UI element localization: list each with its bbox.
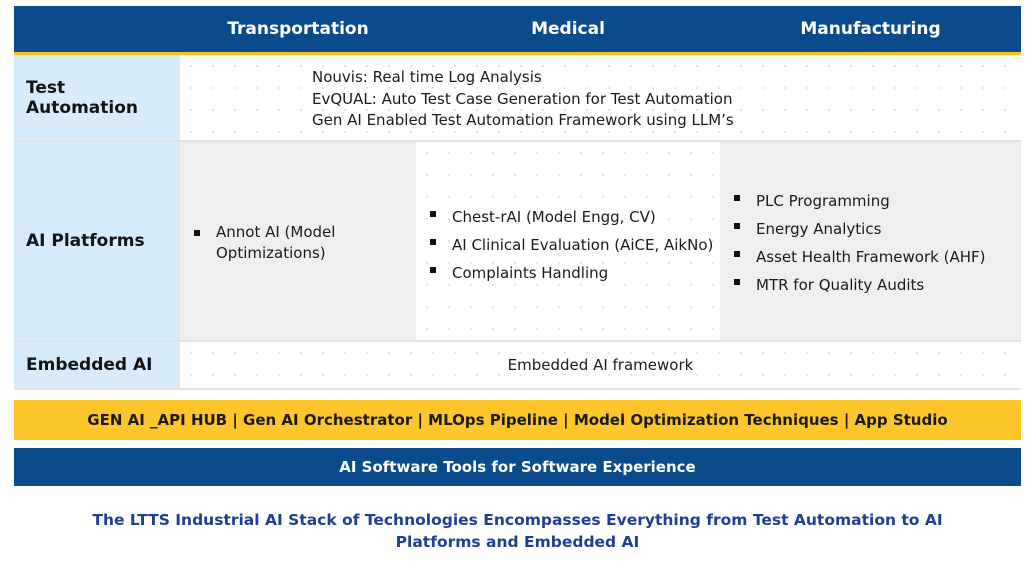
figure-caption: The LTTS Industrial AI Stack of Technolo…	[60, 509, 975, 553]
test-automation-item: Nouvis: Real time Log Analysis	[312, 68, 542, 86]
platform-item: AI Clinical Evaluation (AiCE, AikNo)	[428, 231, 713, 259]
embedded-ai-cell: Embedded AI framework	[180, 342, 1021, 388]
embedded-ai-text: Embedded AI framework	[507, 356, 694, 374]
medical-platform-list: Chest-rAI (Model Engg, CV) AI Clinical E…	[428, 203, 713, 287]
test-automation-item: EvQUAL: Auto Test Case Generation for Te…	[312, 89, 733, 108]
column-header-medical: Medical	[531, 19, 605, 39]
caption-line: The LTTS Industrial AI Stack of Technolo…	[92, 511, 943, 529]
row-divider	[14, 340, 1021, 342]
platform-item: Complaints Handling	[428, 259, 713, 287]
row-label-embedded-ai: Embedded AI	[14, 342, 180, 388]
row-divider	[14, 140, 1021, 142]
platform-item: Annot AI (Model Optimizations)	[192, 222, 392, 264]
ai-platforms-transportation-cell: Annot AI (Model Optimizations)	[180, 142, 416, 340]
test-automation-item: Gen AI Enabled Test Automation Framework…	[312, 111, 734, 129]
platform-item: MTR for Quality Audits	[732, 271, 985, 299]
row-label-ai-platforms: AI Platforms	[14, 142, 180, 340]
platform-item: PLC Programming	[732, 187, 985, 215]
ai-platforms-manufacturing-cell: PLC Programming Energy Analytics Asset H…	[720, 142, 1021, 340]
platform-item: Energy Analytics	[732, 215, 985, 243]
row-divider	[14, 388, 1021, 390]
test-automation-cell: Nouvis: Real time Log Analysis EvQUAL: A…	[180, 55, 1021, 140]
software-tools-bar: AI Software Tools for Software Experienc…	[14, 448, 1021, 486]
platform-item: Chest-rAI (Model Engg, CV)	[428, 203, 713, 231]
column-header-manufacturing: Manufacturing	[800, 19, 941, 39]
caption-line: Platforms and Embedded AI	[395, 533, 640, 551]
gen-ai-tools-bar: GEN AI _API HUB | Gen AI Orchestrator | …	[14, 400, 1021, 440]
test-automation-list: Nouvis: Real time Log Analysis EvQUAL: A…	[312, 67, 734, 132]
column-header-bar: Transportation Medical Manufacturing	[14, 6, 1021, 52]
manufacturing-platform-list: PLC Programming Energy Analytics Asset H…	[732, 187, 985, 299]
ai-platforms-medical-cell: Chest-rAI (Model Engg, CV) AI Clinical E…	[416, 142, 720, 340]
platform-item: Asset Health Framework (AHF)	[732, 243, 985, 271]
header-accent-line	[14, 52, 1021, 55]
column-header-transportation: Transportation	[227, 19, 369, 39]
row-label-test-automation: Test Automation	[14, 55, 180, 140]
transportation-platform-list: Annot AI (Model Optimizations)	[192, 222, 392, 264]
